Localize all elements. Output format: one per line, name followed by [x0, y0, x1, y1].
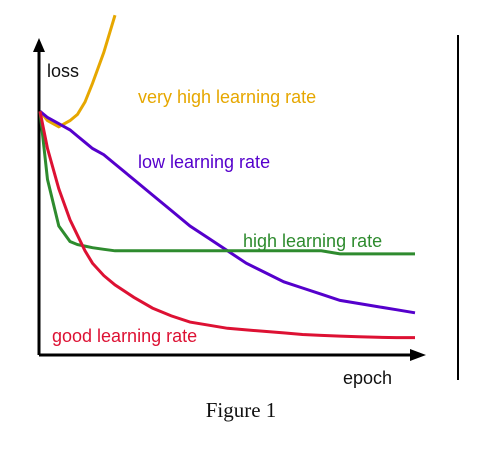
figure-caption: Figure 1 — [205, 398, 277, 422]
series-group — [38, 14, 416, 340]
axes — [33, 38, 426, 361]
x-axis-arrow — [410, 349, 426, 361]
label-good-learning-rate: good learning rate — [52, 326, 197, 346]
series-high-learning-rate-line — [38, 111, 415, 256]
label-high-learning-rate: high learning rate — [243, 231, 382, 251]
series-very-high-learning-rate-line — [38, 14, 117, 129]
label-low-learning-rate: low learning rate — [138, 152, 270, 172]
y-axis-arrow — [33, 38, 45, 52]
y-axis-label: loss — [47, 61, 79, 81]
series-low-learning-rate-line — [39, 110, 416, 315]
series-good-learning-rate-line — [38, 111, 415, 340]
label-very-high-learning-rate: very high learning rate — [138, 87, 316, 107]
x-axis-label: epoch — [343, 368, 392, 388]
